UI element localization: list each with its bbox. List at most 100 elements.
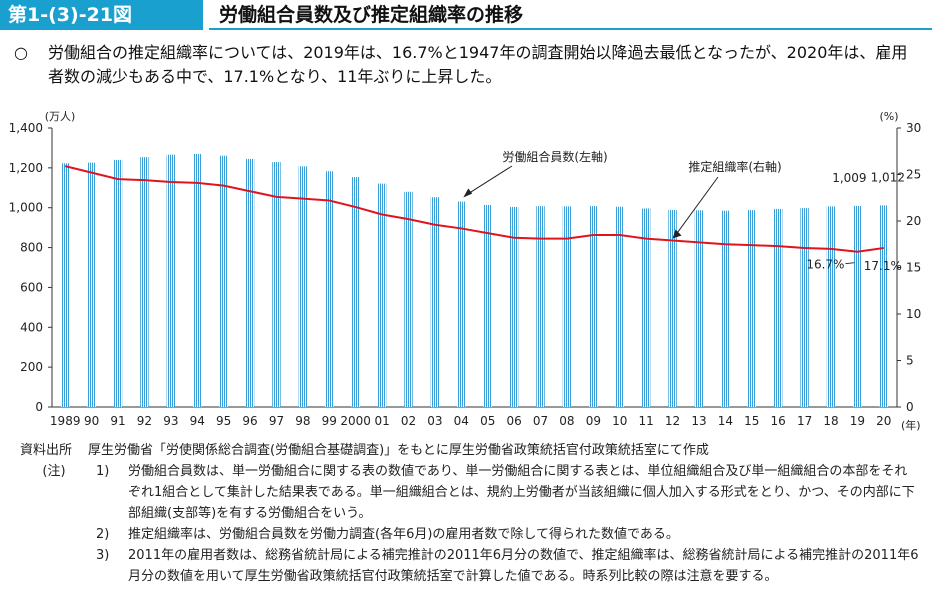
note-number: 3) — [96, 548, 110, 563]
right-tick-label: 30 — [906, 121, 921, 135]
x-tick-label: 11 — [639, 414, 654, 428]
bar — [773, 208, 783, 407]
bar — [509, 206, 519, 407]
x-tick-label: 08 — [559, 414, 574, 428]
x-tick-label: 18 — [823, 414, 838, 428]
source-row: 資料出所 厚生労働省「労使関係総合調査(労働組合基礎調査)」をもとに厚生労働省政… — [20, 440, 920, 461]
note-number: 1) — [96, 464, 110, 479]
x-tick-label: 98 — [295, 414, 310, 428]
note-row-3: 3) 2011年の雇用者数は、総務省統計局による補完推計の2011年6月分の数値… — [20, 545, 920, 587]
left-tick-label: 200 — [20, 360, 43, 374]
x-tick-label: 97 — [269, 414, 284, 428]
x-tick-label: 12 — [665, 414, 680, 428]
left-axis-unit: (万人) — [45, 110, 76, 123]
bar-label-arrow — [465, 165, 513, 196]
right-tick-label: 15 — [906, 261, 921, 275]
x-tick-label: 91 — [110, 414, 125, 428]
x-tick-label: 99 — [322, 414, 337, 428]
bar — [562, 206, 572, 407]
bar — [615, 206, 624, 407]
figure-header: 第1-(3)-21図 労働組合員数及び推定組織率の推移 — [0, 0, 932, 30]
bar — [140, 157, 149, 407]
note-text: 2011年の雇用者数は、総務省統計局による補完推計の2011年6月分の数値で、推… — [128, 548, 919, 584]
bar — [879, 205, 889, 407]
note-text: 労働組合員数は、単一労働組合に関する表の数値であり、単一労働組合に関する表とは、… — [128, 464, 915, 521]
bar — [272, 162, 281, 407]
bar — [219, 155, 228, 407]
x-tick-label: 93 — [163, 414, 178, 428]
left-tick-label: 0 — [35, 400, 43, 414]
bar — [853, 205, 862, 407]
x-tick-label: 94 — [190, 414, 205, 428]
right-tick-label: 5 — [906, 354, 914, 368]
x-tick-label: 92 — [137, 414, 152, 428]
x-tick-label: 16 — [771, 414, 786, 428]
x-tick-label: 14 — [718, 414, 733, 428]
bar — [430, 197, 440, 407]
bar — [826, 206, 836, 407]
x-tick-label: 05 — [480, 414, 495, 428]
bar-arrow-head — [463, 188, 473, 198]
bar — [694, 210, 704, 407]
bar — [87, 162, 96, 407]
note-row-2: 2) 推定組織率は、労働組合員数を労働力調査(各年6月)の雇用者数で除して得られ… — [20, 524, 920, 545]
right-tick-label: 20 — [906, 214, 921, 228]
note-row-1: (注) 1) 労働組合員数は、単一労働組合に関する表の数値であり、単一労働組合に… — [20, 461, 920, 524]
bar — [404, 191, 413, 407]
left-tick-label: 400 — [20, 320, 43, 334]
x-tick-label: 96 — [242, 414, 257, 428]
bar-value-2020: 1,012 — [871, 170, 905, 184]
x-tick-label: 15 — [744, 414, 759, 428]
right-axis-unit: (%) — [879, 110, 898, 123]
x-tick-label: 01 — [374, 414, 389, 428]
bar-series-label: 労働組合員数(左軸) — [502, 149, 607, 164]
line-arrow-head — [672, 229, 682, 239]
x-tick-label: 17 — [797, 414, 812, 428]
bar — [245, 158, 255, 407]
left-tick-label: 600 — [20, 280, 43, 294]
bar — [800, 208, 809, 407]
left-tick-label: 1,000 — [9, 201, 43, 215]
x-tick-label: 20 — [876, 414, 891, 428]
source-text: 厚生労働省「労使関係総合調査(労働組合基礎調査)」をもとに厚生労働省政策統括官付… — [88, 443, 709, 458]
summary-bullet: ○ — [14, 43, 28, 62]
x-tick-label: 2000 — [340, 414, 371, 428]
rate-line — [64, 165, 884, 253]
x-tick-label: 03 — [427, 414, 442, 428]
rate-2019-connector — [845, 262, 855, 265]
union-membership-chart: 02004006008001,0001,2001,400051015202530… — [9, 110, 922, 432]
notes-label: (注) — [42, 464, 66, 479]
x-tick-label: 06 — [506, 414, 521, 428]
x-tick-label: 19 — [850, 414, 865, 428]
bar — [60, 163, 70, 407]
x-tick-label: 13 — [691, 414, 706, 428]
x-tick-label: 10 — [612, 414, 627, 428]
summary-text: 労働組合の推定組織率については、2019年は、16.7%と1947年の調査開始以… — [48, 43, 908, 86]
notes: 資料出所 厚生労働省「労使関係総合調査(労働組合基礎調査)」をもとに厚生労働省政… — [20, 440, 920, 587]
x-axis-unit: (年) — [901, 418, 921, 432]
bar — [483, 204, 492, 407]
bar — [457, 201, 466, 407]
bar — [193, 153, 202, 407]
right-tick-label: 10 — [906, 307, 921, 321]
right-tick-label: 0 — [906, 400, 914, 414]
x-tick-label: 07 — [533, 414, 548, 428]
line-series-label: 推定組織率(右軸) — [688, 159, 781, 174]
bar — [747, 210, 756, 407]
x-tick-label: 95 — [216, 414, 231, 428]
note-number: 2) — [96, 527, 110, 542]
bar — [377, 183, 387, 407]
source-label: 資料出所 — [20, 443, 73, 458]
x-tick-label: 90 — [84, 414, 99, 428]
bar — [536, 206, 545, 407]
figure-title: 労働組合員数及び推定組織率の推移 — [209, 0, 932, 30]
bar — [721, 210, 730, 407]
line-label-arrow — [674, 176, 719, 237]
bar — [641, 208, 651, 407]
bar-value-2019: 1,009 — [832, 171, 866, 185]
left-tick-label: 800 — [20, 241, 43, 255]
bar — [325, 171, 334, 407]
bar — [351, 177, 360, 407]
note-text: 推定組織率は、労働組合員数を労働力調査(各年6月)の雇用者数で除して得られた数値… — [128, 527, 679, 542]
bar — [589, 206, 598, 407]
